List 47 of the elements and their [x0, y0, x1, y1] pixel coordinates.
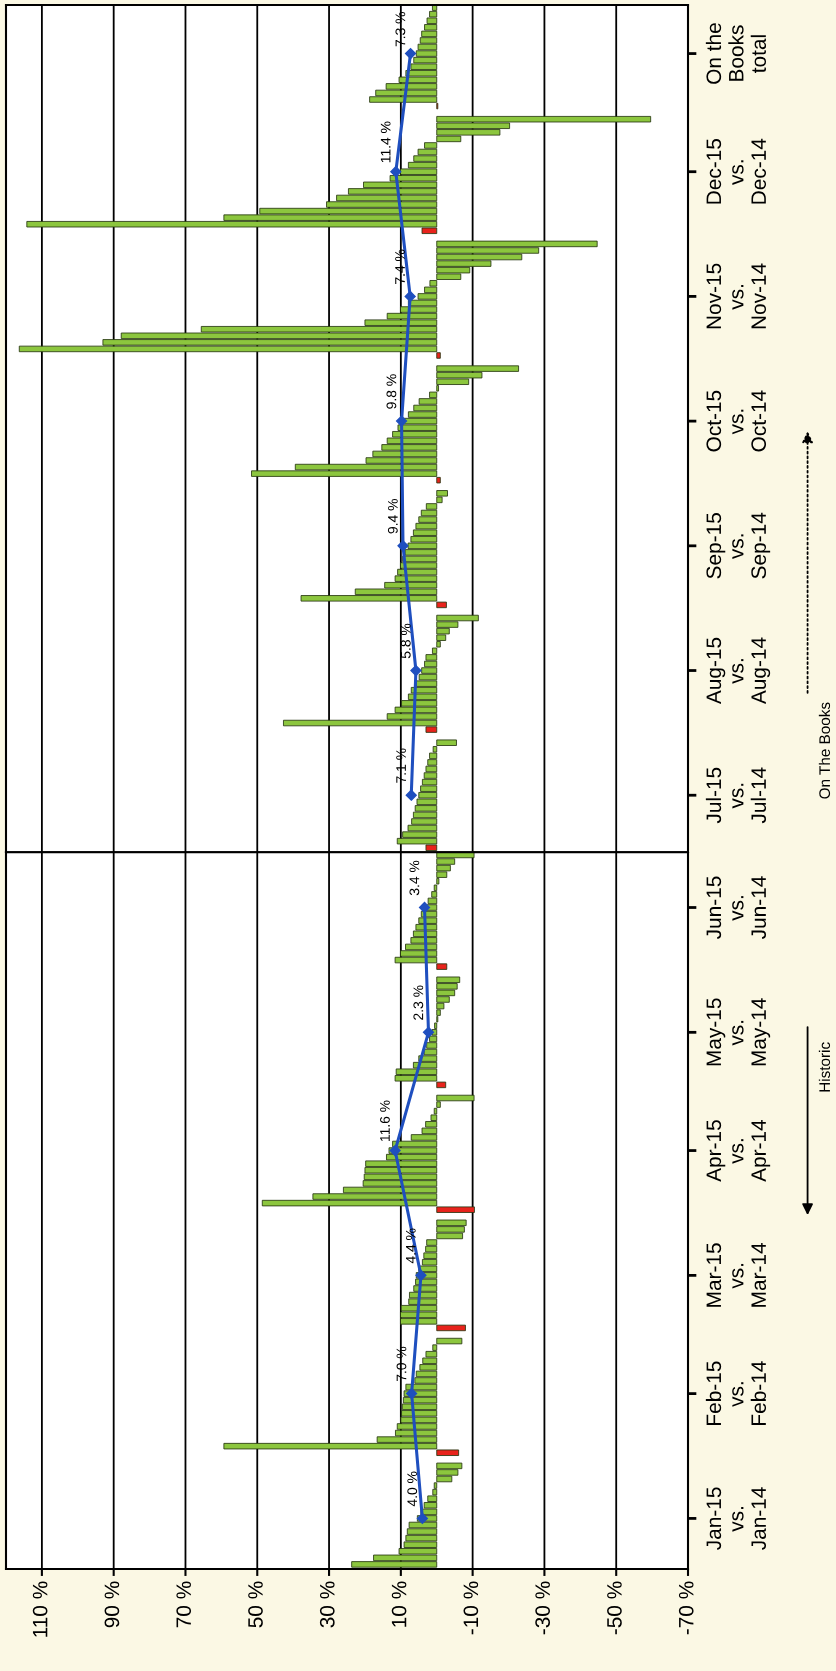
point	[418, 901, 431, 914]
y-tick-label: Dec-15 vs. Dec-14	[706, 138, 767, 204]
y-tick-label: Sep-15 vs. Sep-14	[706, 512, 771, 579]
x-tick-label: 90 %	[104, 1581, 120, 1628]
y-tick-label: Apr-15 vs. Apr-14	[706, 1119, 771, 1182]
y-tick-label: Oct-15 vs. Oct-14	[706, 390, 767, 452]
data-label: 4.4 %	[405, 1228, 416, 1264]
data-label: 11.6 %	[380, 1100, 390, 1142]
y-tick-label: Jul-15 vs. Jul-14	[705, 767, 767, 824]
y-tick-label: Mar-15 vs. Mar-14	[706, 1242, 767, 1307]
x-tick-label: 110 %	[32, 1581, 48, 1637]
point	[410, 664, 422, 677]
y-tick-label: Jan-15 vs. Jan-14	[706, 1487, 767, 1550]
y-tick-label: Feb-15 vs. Feb-14	[705, 1361, 767, 1425]
data-label: 9.8 %	[386, 374, 397, 409]
x-tick-label: 30 %	[319, 1581, 335, 1628]
data-label: 2.3 %	[413, 985, 424, 1020]
data-label: 5.8 %	[400, 623, 411, 659]
x-tick-label: -10 %	[463, 1581, 479, 1635]
point	[422, 1026, 435, 1038]
x-tick-label: -70 %	[678, 1581, 694, 1635]
point	[397, 540, 409, 552]
text: On The Books	[818, 702, 831, 799]
data-label: 9.4 %	[387, 499, 398, 534]
point	[395, 415, 408, 427]
point	[416, 1512, 428, 1525]
y-tick-label: Nov-15 vs. Nov-14	[706, 263, 767, 329]
point	[406, 1388, 418, 1400]
y-tick-label: Jun-15 vs. Jun-14	[706, 876, 767, 940]
point	[404, 290, 416, 303]
data-label: 11.4 %	[380, 121, 391, 163]
point	[405, 789, 417, 801]
point	[404, 47, 417, 60]
text: Historic	[818, 1042, 831, 1092]
data-label: 4.0 %	[407, 1471, 418, 1507]
x-tick-label: 10 %	[391, 1581, 407, 1627]
point	[389, 1144, 401, 1157]
x-tick-label: 70 %	[176, 1581, 192, 1628]
x-tick-label: -50 %	[607, 1581, 622, 1635]
point	[415, 1269, 427, 1281]
point	[390, 166, 402, 178]
y-tick-label: On the Books total	[705, 23, 767, 84]
x-tick-label: -30 %	[535, 1581, 551, 1635]
data-label: 3.4 %	[409, 860, 420, 896]
x-tick-label: 50 %	[248, 1581, 263, 1628]
y-tick-label: May-15 vs. May-14	[706, 998, 771, 1066]
y-tick-label: Aug-15 vs. Aug-14	[706, 637, 771, 705]
